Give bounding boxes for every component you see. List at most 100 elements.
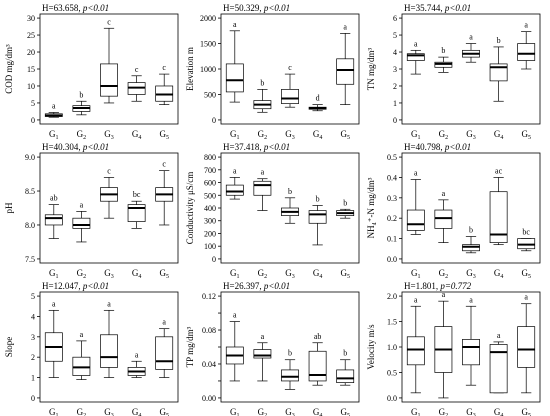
box-G2: a G2 [434, 189, 453, 280]
x-tick-label: G4 [313, 129, 323, 141]
box-iqr [462, 339, 480, 366]
x-tick-label: G4 [494, 129, 504, 141]
x-tick-label: G1 [49, 129, 59, 141]
box-iqr [225, 184, 244, 196]
y-tick-label: 3 [393, 65, 397, 74]
y-tick-label: 5 [393, 31, 397, 40]
stat-p: p<0.01 [444, 142, 471, 152]
box-G4: b G4 [308, 194, 327, 280]
group-letter: c [162, 63, 166, 72]
group-letter: a [80, 330, 84, 339]
group-letter: b [316, 194, 320, 203]
x-tick-label: G5 [159, 129, 169, 141]
group-letter: a [162, 318, 166, 327]
stat-h: H=40.304, [42, 142, 83, 152]
y-tick-label: 0 [31, 116, 35, 125]
x-tick-label: G4 [313, 407, 323, 416]
box-iqr [489, 344, 508, 394]
stat-h: H=26.397, [223, 281, 264, 291]
stat-p: p<0.01 [263, 142, 290, 152]
y-tick-label: 20 [27, 48, 35, 57]
y-tick-label: 5 [31, 292, 35, 301]
stat-h: H=35.744, [404, 3, 445, 13]
y-tick-label: 0.3 [387, 194, 397, 203]
group-letter: a [135, 350, 139, 359]
box-G5: b G5 [336, 349, 355, 416]
y-tick-label: 6 [393, 14, 397, 23]
stat-p: p<0.01 [82, 281, 109, 291]
panel-1: H=63.658, p<0.01 0 5 10 15 20 25 30 COD mg/dm³ a G… [4, 3, 179, 141]
y-tick-label: 2.0 [387, 292, 397, 301]
group-letter: b [469, 226, 473, 235]
stat-h: H=50.329, [223, 3, 264, 13]
box-iqr [406, 53, 425, 61]
group-letter: a [52, 299, 56, 308]
x-tick-label: G1 [49, 268, 59, 280]
group-letter: d [316, 94, 320, 103]
box-G2: b G2 [72, 90, 91, 141]
group-letter: a [414, 39, 418, 48]
y-tick-label: 0.5 [387, 153, 397, 162]
box-iqr [308, 350, 327, 382]
y-tick-label: 4 [393, 48, 397, 57]
y-tick-label: 0.08 [202, 326, 216, 335]
x-tick-label: G1 [230, 407, 240, 416]
y-axis-label: COD mg/dm³ [4, 44, 14, 94]
x-tick-label: G3 [104, 407, 114, 416]
group-letter: a [343, 22, 347, 31]
box-G5: bc G5 [517, 228, 536, 280]
y-tick-label: 8.0 [25, 221, 35, 230]
y-tick-label: 300 [204, 217, 216, 226]
y-tick-label: 0.12 [202, 292, 216, 301]
group-letter: c [107, 166, 111, 175]
group-letter: ac [495, 166, 503, 175]
x-tick-label: G5 [340, 407, 350, 416]
group-letter: a [233, 311, 237, 320]
stat-label: H=1.801, p=0.772 [404, 281, 472, 291]
group-letter: a [497, 331, 501, 340]
x-tick-label: G1 [230, 268, 240, 280]
box-iqr [406, 209, 425, 231]
box-G1: a G1 [406, 295, 425, 416]
group-letter: a [524, 21, 528, 30]
box-G2: a G2 [253, 332, 272, 416]
stat-h: H=12.047, [42, 281, 83, 291]
panel-3: H=35.744, p<0.01 0 1 2 3 4 5 6 TN mg/dm³ a G1 b G2 a G… [366, 3, 541, 141]
stat-label: H=26.397, p<0.01 [223, 281, 290, 291]
x-tick-label: G2 [439, 407, 449, 416]
y-tick-label: 3 [31, 333, 35, 342]
x-tick-label: G5 [340, 129, 350, 141]
box-iqr [155, 336, 174, 370]
box-G2: b G2 [253, 78, 272, 141]
box-G5: b G5 [336, 198, 355, 280]
y-axis-label: NH₄⁺-N mg/dm³ [366, 177, 376, 238]
group-letter: c [135, 65, 139, 74]
box-iqr [281, 369, 299, 382]
y-tick-label: 1.0 [387, 343, 397, 352]
panel-8: H=26.397, p<0.01 0.00 0.04 0.08 0.12 TP mg/dm… [185, 281, 360, 416]
x-tick-label: G4 [132, 129, 142, 141]
group-letter: b [343, 198, 347, 207]
box-iqr [308, 210, 327, 224]
x-tick-label: G5 [159, 268, 169, 280]
stat-h: H=37.418, [223, 142, 264, 152]
y-tick-label: 0.2 [387, 214, 397, 223]
box-iqr [72, 217, 91, 229]
box-G3: a G3 [462, 33, 480, 141]
x-tick-label: G5 [159, 407, 169, 416]
group-letter: a [469, 33, 473, 42]
box-iqr [44, 214, 63, 226]
box-G3: b G3 [462, 226, 480, 280]
stat-label: H=12.047, p<0.01 [42, 281, 109, 291]
y-axis-label: TN mg/dm³ [366, 47, 376, 90]
x-tick-label: G2 [439, 129, 449, 141]
y-tick-label: 100 [204, 242, 216, 251]
y-tick-label: 9.0 [25, 153, 35, 162]
box-iqr [253, 180, 272, 196]
y-tick-label: 10 [27, 82, 35, 91]
x-tick-label: G2 [77, 129, 87, 141]
box-G3: a G3 [462, 295, 480, 416]
box-G1: a G1 [406, 168, 425, 280]
group-letter: b [343, 349, 347, 358]
